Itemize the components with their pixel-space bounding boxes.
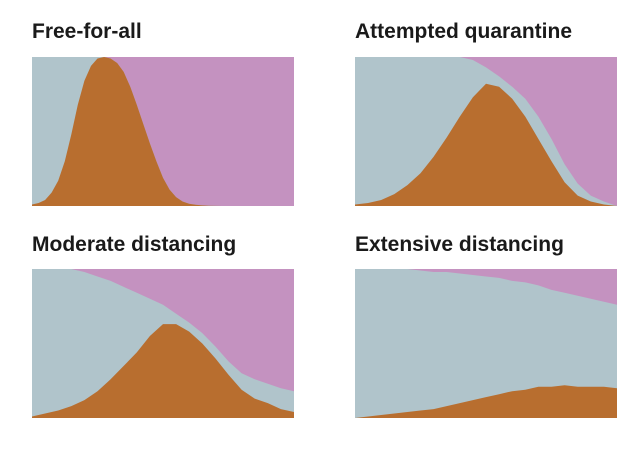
recovered-area	[32, 269, 294, 392]
sick-area	[32, 57, 294, 206]
recovered-area	[355, 57, 617, 206]
sick-area	[355, 83, 617, 206]
sick-area	[32, 324, 294, 418]
area-chart	[32, 57, 294, 206]
area-chart	[355, 57, 617, 206]
recovered-area	[32, 57, 294, 206]
area-chart	[355, 269, 617, 418]
chart-title: Moderate distancing	[32, 233, 237, 256]
sick-area	[355, 385, 617, 418]
chart-title: Free-for-all	[32, 20, 142, 43]
chart-title: Extensive distancing	[355, 233, 564, 256]
recovered-area	[355, 269, 617, 305]
area-chart	[32, 269, 294, 418]
chart-title: Attempted quarantine	[355, 20, 573, 43]
